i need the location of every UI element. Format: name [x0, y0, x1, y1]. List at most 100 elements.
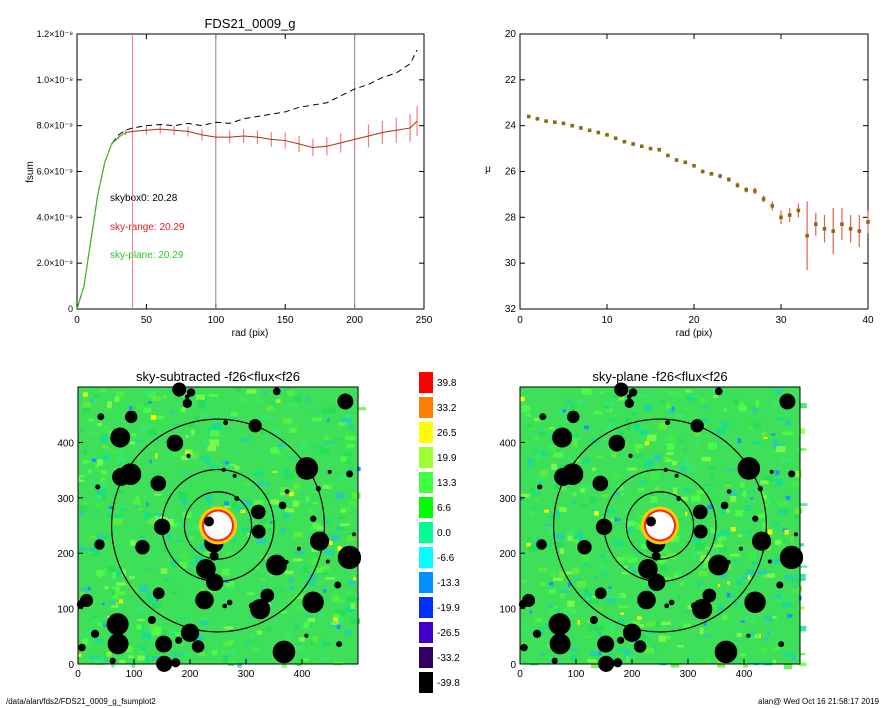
noise-patch	[713, 544, 724, 548]
noise-patch	[531, 506, 537, 509]
noise-patch	[774, 594, 782, 599]
noise-patch	[533, 498, 540, 503]
masked-source	[195, 590, 214, 610]
noise-patch	[341, 417, 352, 423]
colorbar-swatch	[419, 597, 433, 618]
data-point	[683, 160, 688, 165]
noise-patch	[543, 542, 552, 547]
y-tick-label: 0	[68, 304, 73, 314]
data-point	[857, 229, 862, 233]
noise-patch	[781, 413, 791, 416]
masked-source	[79, 593, 94, 608]
noise-patch	[534, 454, 541, 461]
noise-patch	[613, 594, 624, 599]
noise-patch	[80, 476, 87, 480]
noise-patch	[181, 455, 189, 461]
noise-patch	[737, 438, 742, 444]
noise-patch	[548, 589, 556, 594]
noise-patch	[627, 467, 637, 471]
noise-patch	[763, 436, 768, 440]
noise-patch	[627, 527, 635, 533]
colorbar-swatch	[419, 647, 433, 668]
noise-patch	[146, 592, 151, 595]
noise-patch	[253, 399, 262, 403]
noise-patch	[600, 553, 605, 559]
noise-patch	[349, 425, 356, 429]
noise-patch	[637, 616, 642, 620]
noise-patch	[630, 411, 637, 416]
masked-source	[592, 475, 609, 492]
noise-patch	[750, 497, 754, 500]
noise-patch	[529, 610, 533, 614]
noise-patch	[575, 458, 580, 462]
data-point	[587, 128, 592, 133]
noise-patch	[726, 592, 731, 598]
noise-patch	[559, 593, 565, 599]
noise-patch	[625, 417, 632, 423]
noise-patch	[553, 608, 560, 612]
x-tick-label: 200	[624, 669, 641, 680]
noise-patch	[574, 535, 584, 542]
noise-patch	[340, 505, 351, 512]
noise-patch	[348, 500, 358, 506]
series-green-line	[76, 132, 126, 310]
noise-patch	[608, 595, 614, 599]
noise-patch	[723, 408, 727, 413]
y-tick-label: 30	[505, 258, 517, 269]
masked-source	[196, 559, 216, 579]
noise-patch	[560, 590, 570, 594]
masked-source	[668, 599, 675, 606]
noise-patch	[179, 561, 187, 569]
noise-patch	[589, 651, 599, 656]
noise-patch	[623, 565, 628, 570]
noise-patch	[794, 508, 803, 514]
x-tick-label: 30	[775, 315, 787, 326]
noise-patch	[106, 566, 116, 573]
noise-patch	[176, 540, 182, 543]
noise-patch	[570, 435, 580, 439]
noise-patch	[624, 649, 631, 656]
noise-patch	[87, 469, 92, 475]
data-point	[709, 171, 714, 176]
noise-patch	[92, 615, 97, 619]
noise-patch	[577, 399, 584, 406]
noise-patch	[335, 492, 345, 499]
noise-patch	[320, 565, 331, 570]
noise-patch	[658, 635, 667, 642]
noise-patch	[617, 647, 626, 652]
noise-patch	[757, 513, 766, 519]
noise-patch	[606, 598, 616, 604]
masked-source	[296, 546, 301, 551]
noise-patch	[139, 425, 149, 431]
noise-patch	[545, 523, 552, 527]
noise-patch	[224, 501, 230, 505]
noise-patch	[207, 394, 211, 397]
noise-patch	[794, 514, 801, 519]
noise-patch	[209, 430, 220, 437]
noise-patch	[282, 468, 290, 473]
noise-patch	[342, 452, 352, 456]
noise-patch	[310, 579, 315, 586]
noise-patch	[325, 577, 335, 580]
noise-patch	[189, 536, 194, 540]
y-tick-label: 200	[499, 549, 516, 560]
fsum-plot-ylabel: fsum	[25, 161, 36, 183]
noise-patch	[650, 491, 655, 496]
noise-patch	[678, 582, 685, 586]
noise-patch	[235, 387, 242, 393]
data-point	[605, 133, 609, 137]
noise-patch	[694, 409, 698, 412]
noise-patch	[313, 501, 319, 505]
noise-patch	[798, 503, 808, 506]
noise-patch	[529, 511, 534, 518]
colorbar-swatch	[419, 547, 433, 568]
noise-patch	[570, 654, 577, 661]
masked-source	[597, 635, 615, 653]
noise-patch	[589, 598, 599, 604]
noise-patch	[314, 446, 325, 449]
noise-patch	[646, 621, 656, 627]
noise-patch	[287, 489, 295, 492]
masked-source	[549, 633, 571, 655]
noise-patch	[332, 595, 339, 602]
noise-patch	[105, 651, 112, 657]
